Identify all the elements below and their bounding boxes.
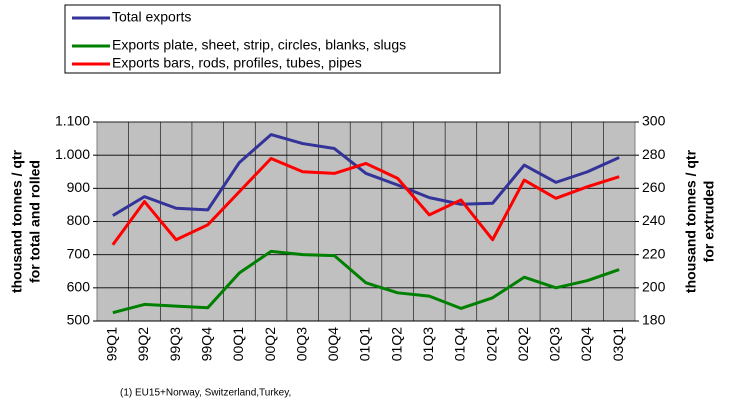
x-tick-label: 03Q1	[610, 327, 626, 361]
y2-axis-title: for extruded	[701, 181, 717, 263]
x-tick-label: 00Q2	[262, 327, 278, 361]
x-tick-label: 02Q1	[483, 327, 499, 361]
y2-tick-label: 240	[642, 212, 666, 228]
y-tick-label: 600	[67, 279, 91, 295]
legend-label: Total exports	[112, 9, 191, 25]
y-axis-title: thousand tonnes / qtr	[9, 149, 25, 293]
y2-tick-label: 300	[642, 113, 666, 129]
y2-tick-label: 220	[642, 245, 666, 261]
x-tick-label: 99Q1	[104, 327, 120, 361]
footnote: (1) EU15+Norway, Switzerland,Turkey,	[120, 388, 291, 399]
x-tick-label: 02Q3	[547, 327, 563, 361]
y-tick-label: 1.100	[55, 113, 90, 129]
x-tick-label: 01Q2	[388, 327, 404, 361]
y-tick-label: 700	[67, 245, 91, 261]
y-tick-label: 1.000	[55, 146, 90, 162]
y2-axis-title: thousand tonnes / qtr	[683, 149, 699, 293]
y2-tick-label: 200	[642, 279, 666, 295]
x-tick-label: 00Q3	[293, 327, 309, 361]
x-tick-label: 00Q4	[325, 327, 341, 361]
y2-tick-label: 180	[642, 312, 666, 328]
x-tick-label: 00Q1	[230, 327, 246, 361]
x-tick-label: 02Q2	[515, 327, 531, 361]
y2-tick-label: 260	[642, 179, 666, 195]
legend-label: Exports plate, sheet, strip, circles, bl…	[112, 37, 406, 53]
series-line	[111, 156, 620, 246]
x-tick-label: 01Q4	[452, 327, 468, 361]
x-tick-label: 99Q4	[198, 327, 214, 361]
y-tick-label: 900	[67, 179, 91, 195]
x-tick-label: 01Q1	[357, 327, 373, 361]
legend-label: Exports bars, rods, profiles, tubes, pip…	[112, 55, 362, 71]
legend-box	[64, 4, 501, 74]
series-line	[112, 249, 620, 315]
x-tick-label: 99Q3	[167, 327, 183, 361]
y2-tick-label: 280	[642, 146, 666, 162]
series-line	[112, 133, 620, 217]
y-axis-title: for total and rolled	[27, 160, 43, 283]
x-tick-label: 01Q3	[420, 327, 436, 361]
y-tick-label: 500	[67, 312, 91, 328]
x-tick-label: 02Q4	[578, 327, 594, 361]
y-tick-label: 800	[67, 212, 91, 228]
x-tick-label: 99Q2	[135, 327, 151, 361]
